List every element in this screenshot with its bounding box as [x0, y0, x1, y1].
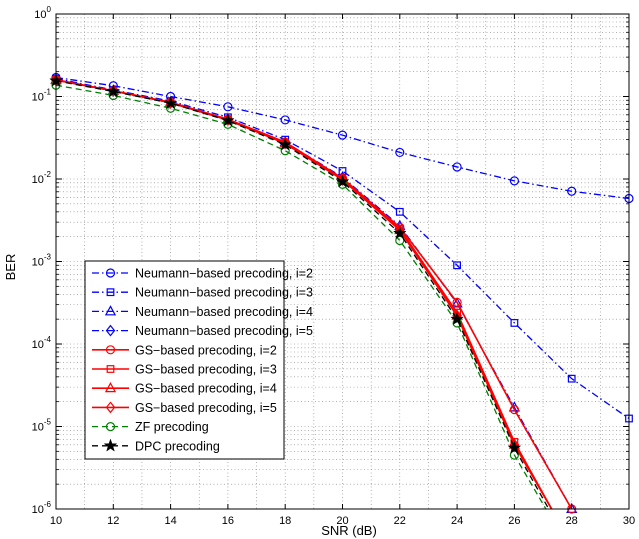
- legend-marker: [105, 268, 116, 278]
- legend-entry: DPC precoding: [92, 438, 220, 453]
- series-layer: [49, 72, 634, 514]
- data-point: [337, 173, 348, 186]
- data-point: [278, 137, 293, 151]
- data-point: [450, 311, 465, 326]
- y-tick-label: 10-3: [32, 253, 52, 269]
- y-axis-label: BER: [3, 254, 18, 281]
- legend-box: [84, 260, 285, 460]
- x-axis-label: SNR (dB): [321, 523, 377, 538]
- y-tick-label: 10-5: [32, 418, 52, 434]
- legend-marker: [103, 438, 118, 452]
- tick-labels: 10 12 14 16 18 20 22 24 26 28 30 100 10-1 10-2 10-3 10-…: [32, 5, 636, 527]
- legend-entry: Neumann−based precoding, i=5: [92, 324, 313, 338]
- data-point: [453, 261, 461, 270]
- x-tick-label: 10: [50, 515, 62, 527]
- data-point: [223, 102, 233, 112]
- data-point: [452, 162, 462, 172]
- y-tick-label: 10-1: [32, 88, 52, 104]
- x-tick-label: 28: [566, 515, 578, 527]
- y-tick-label: 10-6: [32, 500, 52, 516]
- series-line: [55, 77, 630, 420]
- series-line: [55, 79, 553, 510]
- legend-label: GS−based precoding, i=3: [135, 363, 277, 377]
- legend: Neumann−based precoding, i=2 Neumann−base…: [84, 260, 313, 460]
- data-point: [507, 440, 522, 454]
- x-tick-label: 30: [623, 515, 635, 527]
- x-tick-label: 20: [336, 515, 348, 527]
- legend-label: GS−based precoding, i=5: [135, 401, 277, 415]
- legend-entry: ZF precoding: [92, 420, 209, 434]
- x-tick-label: 16: [222, 515, 234, 527]
- x-tick-label: 18: [279, 515, 291, 527]
- axis-ticks: [55, 13, 630, 510]
- y-tick-label: 100: [34, 5, 51, 21]
- data-point: [395, 147, 405, 158]
- legend-marker: [105, 422, 116, 432]
- data-point: [452, 297, 462, 307]
- x-tick-label: 26: [508, 515, 520, 527]
- data-point: [395, 235, 405, 246]
- legend-label: Neumann−based precoding, i=3: [135, 286, 313, 300]
- legend-marker: [106, 288, 115, 297]
- data-point: [392, 225, 407, 240]
- legend-entry: GS−based precoding, i=4: [92, 382, 277, 396]
- legend-entry: GS−based precoding, i=5: [92, 401, 277, 415]
- x-tick-label: 24: [451, 515, 463, 527]
- legend-marker: [104, 381, 117, 393]
- data-point: [280, 115, 290, 125]
- legend-marker: [104, 305, 117, 316]
- y-tick-label: 10-2: [32, 170, 52, 186]
- data-point: [509, 176, 520, 186]
- legend-entry: GS−based precoding, i=2: [92, 343, 277, 357]
- data-point: [280, 137, 290, 150]
- data-point: [337, 130, 348, 140]
- y-tick-label: 10-4: [32, 335, 52, 351]
- x-tick-label: 14: [164, 515, 176, 527]
- data-point: [223, 113, 233, 126]
- legend-entry: GS−based precoding, i=3: [92, 363, 277, 377]
- series-line: [55, 76, 630, 200]
- legend-marker: [106, 365, 115, 373]
- data-point: [106, 84, 121, 98]
- x-tick-label: 22: [394, 515, 406, 527]
- data-point: [220, 113, 235, 127]
- data-point: [509, 450, 520, 460]
- legend-entry: Neumann−based precoding, i=3: [92, 286, 313, 300]
- legend-marker: [105, 324, 116, 337]
- data-point: [567, 186, 577, 196]
- series-1: [51, 72, 634, 204]
- x-tick-label: 12: [107, 515, 119, 527]
- legend-label: Neumann−based precoding, i=2: [135, 267, 313, 281]
- legend-label: Neumann−based precoding, i=4: [135, 305, 313, 319]
- data-point: [335, 174, 350, 188]
- series-line: [55, 84, 547, 510]
- series-line: [55, 80, 550, 510]
- data-point: [509, 405, 520, 415]
- data-point: [395, 207, 404, 216]
- legend-entry: Neumann−based precoding, i=4: [92, 305, 313, 319]
- data-point: [163, 95, 178, 110]
- legend-marker: [105, 401, 116, 414]
- legend-label: Neumann−based precoding, i=5: [135, 324, 313, 338]
- legend-label: DPC precoding: [135, 439, 220, 453]
- legend-entry: Neumann−based precoding, i=2: [92, 267, 313, 281]
- legend-label: GS−based precoding, i=4: [135, 382, 277, 396]
- data-point: [567, 374, 576, 383]
- data-point: [510, 319, 519, 327]
- legend-label: ZF precoding: [135, 420, 209, 434]
- legend-marker: [105, 345, 116, 355]
- legend-label: GS−based precoding, i=2: [135, 343, 277, 357]
